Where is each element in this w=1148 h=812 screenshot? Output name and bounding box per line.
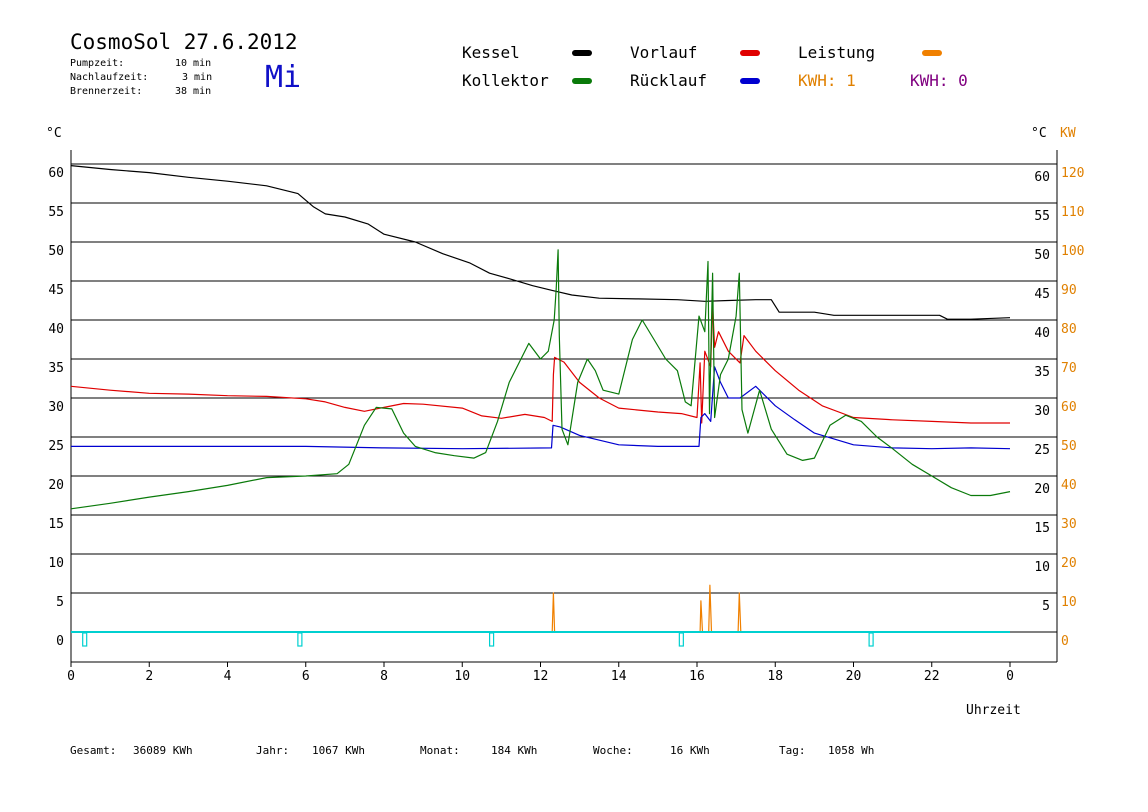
y-tick-left: 55 bbox=[48, 205, 64, 220]
x-tick-label: 16 bbox=[689, 669, 705, 684]
legend-kessel-label: Kessel bbox=[462, 43, 520, 62]
info-pumpzeit-value: 10 min bbox=[175, 58, 212, 69]
x-tick-label: 6 bbox=[302, 669, 310, 684]
y-tick-right: 35 bbox=[1034, 365, 1050, 380]
footer-tag-value: 1058 Wh bbox=[828, 744, 875, 757]
y-tick-right: 45 bbox=[1034, 287, 1050, 302]
y-tick-right: 40 bbox=[1034, 326, 1050, 341]
y-tick-left: 10 bbox=[48, 556, 64, 571]
brenner-mark bbox=[868, 632, 874, 647]
y-tick-left: 20 bbox=[48, 478, 64, 493]
y-tick-right: 60 bbox=[1034, 170, 1050, 185]
y2-tick: 120 bbox=[1061, 166, 1084, 181]
series-kollektor bbox=[70, 249, 1011, 510]
x-tick-label: 4 bbox=[224, 669, 232, 684]
legend-leistung-swatch bbox=[922, 50, 942, 56]
footer-jahr-label: Jahr: bbox=[256, 744, 290, 757]
y-tick-right: 30 bbox=[1034, 404, 1050, 419]
brenner-mark bbox=[488, 632, 495, 647]
x-tick-label: 10 bbox=[454, 669, 470, 684]
series-rcklauf bbox=[71, 366, 1011, 450]
x-tick-label: 8 bbox=[380, 669, 388, 684]
y2-tick: 90 bbox=[1061, 283, 1077, 298]
brenner-mark bbox=[82, 632, 88, 647]
legend-kwh0-label: KWH: 0 bbox=[910, 71, 968, 90]
legend-vorlauf-label: Vorlauf bbox=[630, 43, 698, 62]
footer-woche-label: Woche: bbox=[593, 744, 633, 757]
x-tick-label: 2 bbox=[145, 669, 153, 684]
legend-kollektor-swatch bbox=[572, 78, 592, 84]
info-pumpzeit-label: Pumpzeit: bbox=[70, 58, 125, 69]
x-tick-label: 0 bbox=[67, 669, 75, 684]
y2-tick: 60 bbox=[1061, 400, 1077, 415]
y-tick-right: 25 bbox=[1034, 443, 1050, 458]
footer-gesamt-label: Gesamt: bbox=[70, 744, 117, 757]
weekday-label: Mi bbox=[265, 60, 302, 95]
x-tick-label: 14 bbox=[611, 669, 627, 684]
y-tick-right: 55 bbox=[1034, 209, 1050, 224]
brenner-mark bbox=[297, 632, 303, 647]
y-tick-left: 5 bbox=[56, 595, 64, 610]
legend-vorlauf-swatch bbox=[740, 50, 760, 56]
y-tick-left: 60 bbox=[48, 166, 64, 181]
y-tick-right: 15 bbox=[1034, 521, 1050, 536]
y-tick-left: 0 bbox=[56, 634, 64, 649]
legend-ruecklauf-swatch bbox=[740, 78, 760, 84]
footer-monat-label: Monat: bbox=[420, 744, 460, 757]
y-tick-right: 20 bbox=[1034, 482, 1050, 497]
y2-tick: 30 bbox=[1061, 517, 1077, 532]
info-nachlaufzeit-value: 3 min bbox=[182, 72, 213, 83]
y-tick-left: 45 bbox=[48, 283, 64, 298]
series-kessel bbox=[70, 165, 1011, 320]
legend-kwh1-label: KWH: 1 bbox=[798, 71, 856, 90]
series-vorlauf bbox=[70, 303, 1010, 424]
y-tick-left: 25 bbox=[48, 439, 64, 454]
y-tick-right: 50 bbox=[1034, 248, 1050, 263]
info-brennerzeit-value: 38 min bbox=[175, 86, 212, 97]
y-tick-left: 35 bbox=[48, 361, 64, 376]
y2-tick: 80 bbox=[1061, 322, 1077, 337]
y-tick-right: 5 bbox=[1042, 599, 1050, 614]
x-axis-label: Uhrzeit bbox=[966, 703, 1021, 718]
footer-gesamt-value: 36089 KWh bbox=[133, 744, 193, 757]
info-nachlaufzeit-label: Nachlaufzeit: bbox=[70, 72, 149, 83]
x-tick-label: 0 bbox=[1006, 669, 1014, 684]
right-axis-unit-kw: KW bbox=[1060, 126, 1076, 141]
y2-tick: 100 bbox=[1061, 244, 1084, 259]
x-tick-label: 22 bbox=[924, 669, 940, 684]
footer-jahr-value: 1067 KWh bbox=[312, 744, 365, 757]
series-leistung bbox=[551, 584, 742, 633]
right-axis-unit: °C bbox=[1031, 126, 1047, 141]
footer-tag-label: Tag: bbox=[779, 744, 806, 757]
y-tick-left: 40 bbox=[48, 322, 64, 337]
footer-woche-value: 16 KWh bbox=[670, 744, 710, 757]
y2-tick: 10 bbox=[1061, 595, 1077, 610]
legend-kessel-swatch bbox=[572, 50, 592, 56]
y-tick-right: 10 bbox=[1034, 560, 1050, 575]
x-tick-label: 12 bbox=[533, 669, 549, 684]
x-tick-label: 20 bbox=[846, 669, 862, 684]
legend-kollektor-label: Kollektor bbox=[462, 71, 549, 90]
y-tick-left: 15 bbox=[48, 517, 64, 532]
y2-tick: 50 bbox=[1061, 439, 1077, 454]
legend-leistung-label: Leistung bbox=[798, 43, 876, 62]
legend-ruecklauf-label: Rücklauf bbox=[630, 71, 708, 90]
info-brennerzeit-label: Brennerzeit: bbox=[70, 86, 143, 97]
x-tick-label: 18 bbox=[767, 669, 783, 684]
y2-tick: 110 bbox=[1061, 205, 1084, 220]
y2-tick: 0 bbox=[1061, 634, 1069, 649]
left-axis-unit: °C bbox=[46, 126, 62, 141]
y2-tick: 40 bbox=[1061, 478, 1077, 493]
y2-tick: 70 bbox=[1061, 361, 1077, 376]
y2-tick: 20 bbox=[1061, 556, 1077, 571]
chart-title: CosmoSol 27.6.2012 bbox=[70, 30, 298, 54]
footer-monat-value: 184 KWh bbox=[491, 744, 538, 757]
brenner-mark bbox=[678, 632, 684, 647]
y-tick-left: 30 bbox=[48, 400, 64, 415]
y-tick-left: 50 bbox=[48, 244, 64, 259]
